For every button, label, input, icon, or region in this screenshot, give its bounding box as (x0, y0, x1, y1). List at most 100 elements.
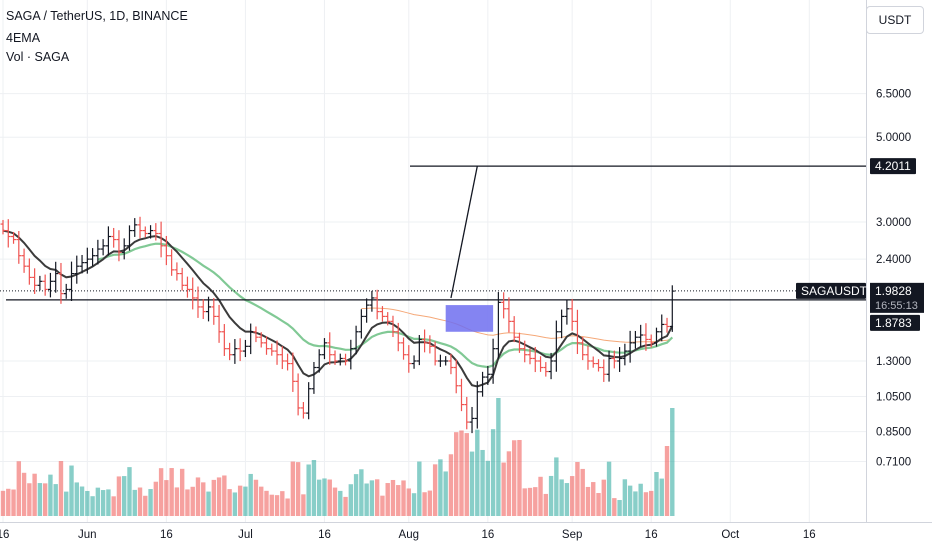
candle[interactable] (559, 309, 565, 339)
candle[interactable] (84, 247, 90, 274)
candle[interactable] (511, 316, 517, 343)
candle[interactable] (174, 262, 180, 281)
candle[interactable] (216, 304, 222, 343)
candles[interactable] (0, 216, 675, 434)
candle[interactable] (227, 342, 233, 361)
candle[interactable] (490, 338, 496, 384)
candle[interactable] (453, 359, 459, 394)
candle[interactable] (659, 314, 665, 342)
candle[interactable] (258, 332, 264, 348)
candle[interactable] (358, 309, 364, 339)
candle[interactable] (311, 361, 317, 394)
candle[interactable] (285, 353, 291, 371)
candle[interactable] (105, 226, 111, 256)
price-axis[interactable]: 6.5000 5.0000 3.0000 2.4000 1.3000 1.0500 0.85… (876, 89, 911, 469)
candle[interactable] (321, 338, 327, 360)
candle[interactable] (590, 356, 596, 368)
candle[interactable] (306, 382, 312, 420)
candle[interactable] (200, 299, 206, 320)
candle[interactable] (406, 345, 412, 373)
candle[interactable] (364, 298, 370, 323)
candle[interactable] (527, 348, 533, 365)
candle[interactable] (206, 296, 212, 322)
candle[interactable] (248, 323, 254, 355)
candle[interactable] (121, 238, 127, 260)
candle[interactable] (42, 274, 48, 296)
candle[interactable] (474, 381, 480, 429)
candle[interactable] (153, 223, 159, 241)
candle[interactable] (606, 350, 612, 382)
candle[interactable] (553, 320, 559, 372)
candle[interactable] (669, 285, 675, 332)
candle[interactable] (179, 267, 185, 291)
candle[interactable] (126, 225, 132, 251)
candle[interactable] (422, 329, 428, 353)
candle[interactable] (264, 336, 269, 355)
candle[interactable] (495, 292, 501, 359)
candle[interactable] (337, 353, 343, 366)
candle[interactable] (611, 350, 617, 369)
candle[interactable] (332, 350, 338, 365)
candle[interactable] (195, 286, 201, 318)
candle[interactable] (169, 249, 175, 276)
candle[interactable] (0, 219, 6, 235)
candle[interactable] (448, 353, 454, 375)
candle[interactable] (601, 359, 607, 382)
candle[interactable] (142, 226, 148, 238)
candle[interactable] (300, 402, 306, 419)
candle[interactable] (111, 227, 117, 248)
candle[interactable] (506, 297, 512, 333)
candle[interactable] (516, 332, 522, 353)
candle[interactable] (211, 298, 217, 325)
candle[interactable] (269, 343, 275, 356)
candle[interactable] (427, 335, 433, 354)
candle[interactable] (374, 289, 380, 320)
candle[interactable] (469, 406, 475, 434)
candle[interactable] (538, 356, 544, 372)
candle[interactable] (16, 230, 22, 264)
candle[interactable] (274, 340, 280, 365)
candle[interactable] (585, 345, 591, 370)
candle[interactable] (617, 347, 623, 372)
candle[interactable] (411, 355, 417, 369)
candle[interactable] (379, 306, 385, 322)
candle[interactable] (501, 292, 507, 319)
candle[interactable] (648, 334, 654, 348)
candle[interactable] (63, 283, 69, 299)
candle[interactable] (395, 322, 401, 352)
candle[interactable] (190, 277, 196, 310)
candle[interactable] (638, 324, 644, 347)
candle[interactable] (327, 332, 333, 365)
candle[interactable] (532, 346, 538, 373)
candle[interactable] (47, 272, 53, 298)
candle[interactable] (458, 378, 464, 412)
candle[interactable] (5, 219, 11, 248)
candle[interactable] (184, 276, 190, 298)
candle[interactable] (437, 354, 443, 367)
candle[interactable] (343, 353, 349, 366)
candle[interactable] (69, 261, 75, 301)
candle[interactable] (596, 359, 602, 372)
candle[interactable] (290, 352, 296, 392)
candle[interactable] (564, 300, 570, 325)
candle[interactable] (316, 349, 322, 373)
candle[interactable] (369, 290, 375, 312)
candle[interactable] (148, 225, 154, 239)
candle[interactable] (95, 239, 101, 265)
candle[interactable] (100, 239, 106, 256)
candle[interactable] (74, 255, 80, 284)
candle[interactable] (522, 340, 528, 363)
candle[interactable] (163, 235, 169, 266)
indicator-ema-label[interactable]: 4EMA (6, 31, 41, 45)
candle[interactable] (237, 338, 243, 362)
candle[interactable] (385, 312, 391, 326)
candle[interactable] (21, 248, 27, 273)
candle[interactable] (32, 268, 38, 294)
candle[interactable] (653, 327, 659, 347)
candle[interactable] (158, 221, 164, 258)
candle[interactable] (116, 230, 122, 262)
time-axis[interactable]: 16 Jun 16 Jul 16 Aug 16 Sep 16 Oct 16 (0, 529, 816, 541)
candle[interactable] (58, 262, 64, 304)
candle[interactable] (26, 258, 32, 285)
